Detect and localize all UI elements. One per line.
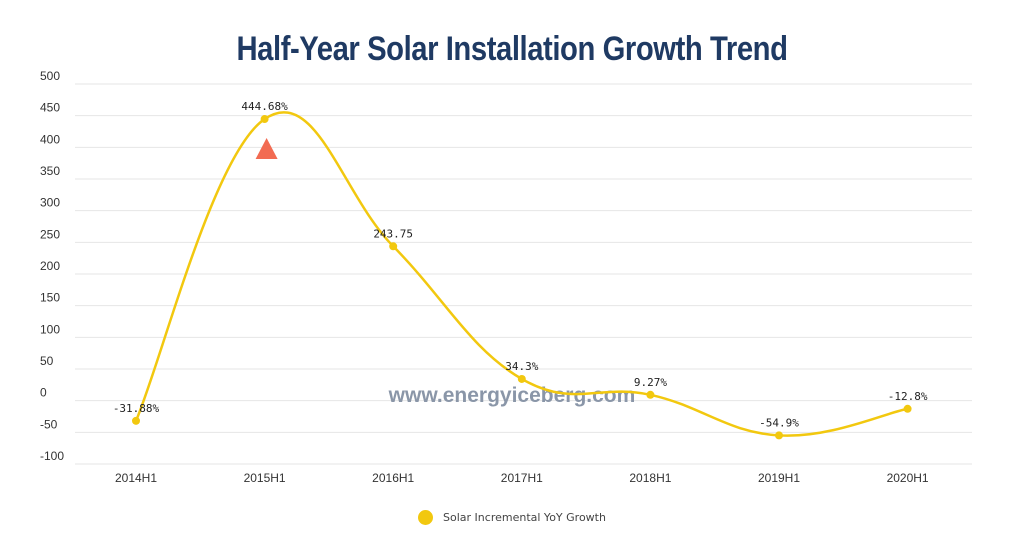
x-tick-label: 2015H1 <box>244 471 286 485</box>
up-arrow-icon <box>255 138 278 160</box>
watermark-text: www.energyiceberg.com <box>388 384 636 407</box>
x-tick-label: 2017H1 <box>501 471 543 485</box>
legend[interactable]: Solar Incremental YoY Growth <box>0 510 1024 525</box>
x-tick-label: 2014H1 <box>115 471 157 485</box>
x-tick-label: 2016H1 <box>372 471 414 485</box>
y-tick-label: 200 <box>40 259 60 273</box>
data-label: 243.75 <box>373 227 413 240</box>
x-tick-label: 2018H1 <box>629 471 671 485</box>
data-point[interactable] <box>646 390 655 399</box>
data-points <box>132 115 912 440</box>
chart-title: Half-Year Solar Installation Growth Tren… <box>236 30 788 68</box>
x-tick-label: 2019H1 <box>758 471 800 485</box>
data-label: -12.8% <box>888 390 928 403</box>
y-tick-label: -50 <box>40 417 58 431</box>
data-point[interactable] <box>517 374 526 383</box>
y-tick-label: 500 <box>40 69 60 83</box>
legend-swatch <box>418 510 434 525</box>
data-label: 444.68% <box>241 100 288 113</box>
gridlines <box>75 83 972 465</box>
y-tick-label: 50 <box>40 354 54 368</box>
y-tick-label: 150 <box>40 291 60 305</box>
data-point[interactable] <box>132 416 140 425</box>
series-line <box>134 111 908 437</box>
data-point[interactable] <box>389 242 398 251</box>
x-tick-label: 2020H1 <box>887 471 929 485</box>
data-label: 9.27% <box>634 376 667 389</box>
data-labels: -31.88% 444.68% 243.75 34.3% 9.27% -54.9% -12.… <box>113 100 928 429</box>
data-point[interactable] <box>775 431 783 440</box>
y-tick-label: 350 <box>40 164 60 178</box>
y-tick-label: 300 <box>40 196 60 210</box>
y-tick-label: -100 <box>40 449 64 463</box>
legend-label: Solar Incremental YoY Growth <box>443 511 606 524</box>
data-point[interactable] <box>260 115 269 124</box>
y-tick-label: 400 <box>40 132 60 146</box>
data-point[interactable] <box>903 404 912 413</box>
y-tick-label: 250 <box>40 227 60 241</box>
data-label: -54.9% <box>759 416 799 429</box>
y-tick-label: 450 <box>40 101 60 115</box>
y-tick-label: 100 <box>40 322 60 336</box>
y-tick-label: 0 <box>40 386 47 400</box>
x-axis-ticks: 2014H1 2015H1 2016H1 2017H1 2018H1 2019H1 2020… <box>115 471 929 485</box>
data-label: -31.88% <box>113 402 160 415</box>
data-label: 34.3% <box>505 360 538 373</box>
